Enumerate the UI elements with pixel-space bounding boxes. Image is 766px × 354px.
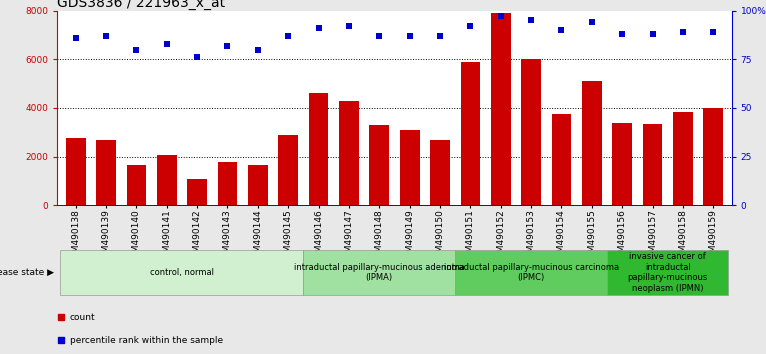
Bar: [66, 138, 86, 205]
Point: [221, 43, 234, 48]
Bar: [248, 165, 268, 205]
Point: [161, 41, 173, 46]
Bar: [455, 250, 607, 295]
Bar: [369, 125, 389, 205]
Point: [677, 29, 689, 35]
Bar: [303, 250, 455, 295]
Text: disease state ▶: disease state ▶: [0, 268, 54, 277]
Point: [434, 33, 446, 39]
Point: [252, 47, 264, 52]
Text: GDS3836 / 221963_x_at: GDS3836 / 221963_x_at: [57, 0, 225, 10]
Bar: [607, 250, 728, 295]
Point: [495, 13, 507, 19]
Bar: [126, 165, 146, 205]
Bar: [187, 178, 207, 205]
Bar: [703, 108, 723, 205]
Text: control, normal: control, normal: [150, 268, 214, 277]
Point: [313, 25, 325, 31]
Bar: [430, 139, 450, 205]
Point: [464, 23, 476, 29]
Point: [191, 55, 203, 60]
Bar: [278, 135, 298, 205]
Bar: [582, 81, 602, 205]
Bar: [460, 62, 480, 205]
Point: [70, 35, 82, 41]
Point: [555, 27, 568, 33]
Point: [647, 31, 659, 37]
Bar: [612, 122, 632, 205]
Point: [130, 47, 142, 52]
Point: [707, 29, 719, 35]
Bar: [673, 112, 692, 205]
Point: [616, 31, 628, 37]
Bar: [157, 155, 177, 205]
Point: [373, 33, 385, 39]
Point: [100, 33, 112, 39]
Bar: [218, 161, 237, 205]
Bar: [339, 101, 358, 205]
Bar: [61, 250, 303, 295]
Bar: [491, 13, 511, 205]
Text: intraductal papillary-mucinous adenoma
(IPMA): intraductal papillary-mucinous adenoma (…: [294, 263, 465, 282]
Bar: [309, 93, 329, 205]
Text: count: count: [70, 313, 95, 322]
Point: [404, 33, 416, 39]
Bar: [521, 59, 541, 205]
Text: percentile rank within the sample: percentile rank within the sample: [70, 336, 223, 345]
Text: invasive cancer of
intraductal
papillary-mucinous
neoplasm (IPMN): invasive cancer of intraductal papillary…: [627, 252, 708, 293]
Point: [343, 23, 355, 29]
Bar: [552, 114, 571, 205]
Bar: [400, 130, 420, 205]
Point: [525, 18, 537, 23]
Text: intraductal papillary-mucinous carcinoma
(IPMC): intraductal papillary-mucinous carcinoma…: [444, 263, 619, 282]
Point: [586, 19, 598, 25]
Bar: [643, 124, 663, 205]
Bar: [97, 140, 116, 205]
Point: [282, 33, 294, 39]
